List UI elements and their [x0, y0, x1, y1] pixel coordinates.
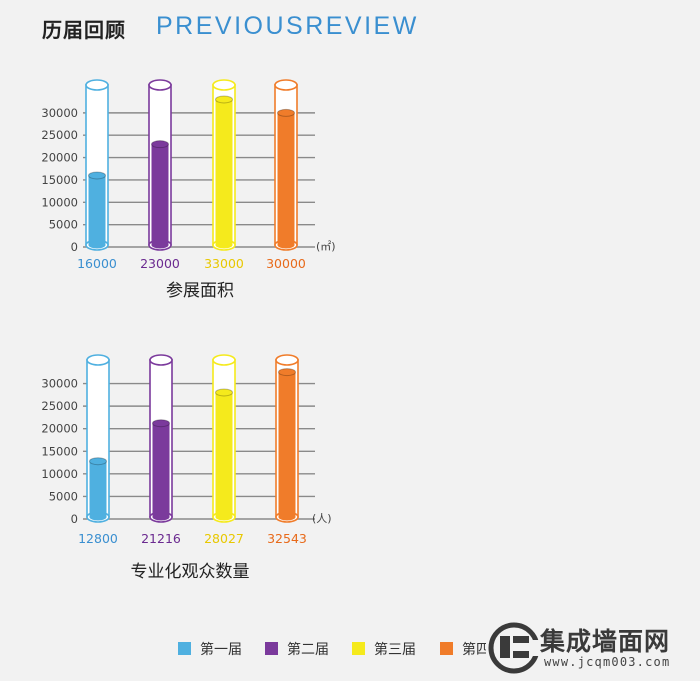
bar: [89, 461, 107, 517]
bar-base: [89, 513, 107, 521]
tube-rim: [212, 79, 236, 91]
bar-top: [151, 140, 169, 149]
legend-label: 第四: [462, 642, 490, 658]
tube-rim: [85, 79, 109, 91]
tube-rim: [86, 354, 110, 366]
y-tick-label: 20000: [41, 151, 78, 165]
bar-top: [278, 368, 296, 377]
bar-base: [278, 513, 296, 521]
y-tick-label: 20000: [41, 422, 78, 436]
chart-visitor-count: 0 5000 10000 15000 20000 25000 30000 (人) 12800 21…: [41, 354, 332, 582]
bar: [152, 423, 170, 517]
chart-exhibitor-count: 0100200300400(家)157301437438展商数量: [350, 60, 700, 310]
y-tick-label: 25000: [41, 128, 78, 142]
y-tick-label: 30000: [41, 377, 78, 391]
bar-top: [88, 171, 106, 180]
y-tick-label: 10000: [41, 195, 78, 209]
chart-title: 专业化观众数量: [131, 562, 250, 582]
y-tick-label: 5000: [49, 489, 78, 503]
logo-text: 集成墙面网: [540, 627, 671, 656]
bar-base: [151, 241, 169, 249]
bar-top: [89, 457, 107, 466]
logo: 集成墙面网 www.jcqm003.com: [486, 618, 700, 681]
legend-label: 第二届: [287, 642, 329, 658]
legend-swatch: [352, 642, 365, 655]
header: 历届回顾 PREVIOUSREVIEW: [0, 0, 700, 50]
data-label: 23000: [140, 256, 180, 271]
legend: 第一届 第二届 第三届 第四: [178, 636, 508, 660]
bar-base: [88, 241, 106, 249]
y-tick-label: 30000: [41, 106, 78, 120]
y-tick-label: 15000: [41, 444, 78, 458]
tube-rim: [148, 79, 172, 91]
bar-top: [152, 419, 170, 428]
legend-label: 第一届: [200, 642, 242, 658]
y-tick-label: 15000: [41, 173, 78, 187]
legend-swatch: [178, 642, 191, 655]
chart-onsite-turnover: 01200240036004800600072009600(万元)4004500…: [350, 335, 700, 595]
bar: [88, 175, 106, 245]
logo-url: www.jcqm003.com: [544, 655, 671, 669]
data-label: 12800: [78, 531, 118, 546]
bar-top: [277, 108, 295, 117]
data-label: 33000: [204, 256, 244, 271]
tube-rim: [275, 354, 299, 366]
data-label: 16000: [77, 256, 117, 271]
tube-rim: [212, 354, 236, 366]
unit-label: (㎡): [316, 240, 336, 253]
jc-logo-icon: [488, 622, 540, 674]
data-label: 21216: [141, 531, 181, 546]
legend-swatch: [265, 642, 278, 655]
data-label: 32543: [267, 531, 307, 546]
bar: [215, 99, 233, 246]
bar-top: [215, 388, 233, 397]
bar: [277, 112, 295, 245]
data-label: 30000: [266, 256, 306, 271]
data-label: 28027: [204, 531, 244, 546]
y-tick-label: 5000: [49, 218, 78, 232]
legend-label: 第三届: [374, 642, 416, 658]
tube-rim: [274, 79, 298, 91]
bar-base: [215, 241, 233, 249]
tube-rim: [149, 354, 173, 366]
y-tick-label: 0: [71, 240, 78, 254]
legend-swatch: [440, 642, 453, 655]
bar-base: [152, 513, 170, 521]
y-tick-label: 0: [71, 512, 78, 526]
bar: [215, 392, 233, 517]
bar: [278, 372, 296, 517]
bar-base: [215, 513, 233, 521]
y-tick-label: 10000: [41, 467, 78, 481]
page-subtitle: PREVIOUSREVIEW: [156, 12, 419, 40]
bar-base: [277, 241, 295, 249]
bar-top: [215, 95, 233, 104]
chart-title: 参展面积: [166, 281, 234, 301]
y-tick-label: 25000: [41, 399, 78, 413]
unit-label: (人): [312, 512, 332, 525]
page-title: 历届回顾: [42, 18, 126, 42]
bar: [151, 144, 169, 245]
chart-exhibition-area: 0 5000 10000 15000 20000 25000 30000 (㎡) 16000 23…: [41, 79, 336, 301]
